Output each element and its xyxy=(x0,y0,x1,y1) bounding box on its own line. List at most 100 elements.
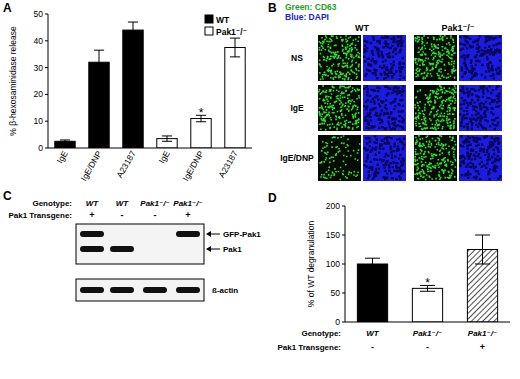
significance-mark: * xyxy=(199,106,204,120)
error-cap xyxy=(230,38,240,39)
cd63-signal xyxy=(414,35,456,79)
dapi-image xyxy=(363,135,406,181)
row-label: IgE/DNP xyxy=(280,153,314,163)
error-cap xyxy=(230,56,240,57)
blot-box xyxy=(76,279,204,301)
row-label: Pak1 Transgene: xyxy=(277,343,341,352)
error-cap xyxy=(420,291,435,292)
plot-marks xyxy=(357,235,497,322)
blot-band xyxy=(80,246,104,252)
blot-band xyxy=(176,231,200,237)
cd63-image xyxy=(414,35,457,81)
column-label: WT xyxy=(355,23,369,33)
error-cap xyxy=(196,121,206,122)
error-cap xyxy=(94,50,104,51)
cd63-signal xyxy=(414,85,456,130)
y-tick-label: 150 xyxy=(326,230,340,240)
plot-marks xyxy=(55,22,245,148)
x-tick-label: WT xyxy=(366,329,380,338)
error-cap xyxy=(365,258,380,259)
cd63-signal xyxy=(318,35,360,80)
dapi-nuclei xyxy=(459,35,501,80)
error-bar xyxy=(162,136,172,141)
dapi-image xyxy=(363,35,406,81)
error-bar xyxy=(94,50,104,74)
row-label: IgE xyxy=(290,103,304,113)
error-stem xyxy=(167,136,168,141)
lane-transgene: + xyxy=(185,210,190,220)
y-tick-label: 10 xyxy=(34,116,44,126)
y-axis xyxy=(48,14,49,148)
error-stem xyxy=(99,50,100,74)
bar xyxy=(225,48,245,149)
arrow-head xyxy=(206,246,211,252)
column-label: Pak1⁻/⁻ xyxy=(441,23,474,33)
cd63-image xyxy=(318,135,361,181)
cd63-signal xyxy=(414,135,456,180)
x-tick-label: A23187 xyxy=(114,149,137,180)
x-axis xyxy=(48,148,252,149)
legend-label: WT xyxy=(216,15,230,25)
legend-swatch xyxy=(205,27,213,35)
dapi-nuclei xyxy=(459,85,501,130)
x-tick-label: A23187 xyxy=(216,149,239,180)
row-label: Genotype: xyxy=(32,199,72,208)
lane-transgene: - xyxy=(154,210,157,220)
figure: A% β-hexosaminidase release01020304050*I… xyxy=(0,0,520,379)
transgene-label: - xyxy=(426,342,429,352)
bar xyxy=(123,30,143,148)
error-bar xyxy=(128,22,138,38)
y-tick-label: 100 xyxy=(326,259,340,269)
blot-band xyxy=(110,287,134,293)
y-tick-label: 20 xyxy=(34,89,44,99)
x-axis xyxy=(345,322,510,323)
error-cap xyxy=(60,139,70,140)
row-label: Genotype: xyxy=(301,329,341,338)
row-label: Pak1 Transgene: xyxy=(8,211,72,220)
panel-label: A xyxy=(3,1,12,15)
row-label: NS xyxy=(291,53,303,63)
bar xyxy=(191,119,211,148)
lane-transgene: + xyxy=(89,210,94,220)
blot-band xyxy=(143,231,167,237)
y-tick-label: 40 xyxy=(34,36,44,46)
significance-mark: * xyxy=(425,276,430,290)
blot-band xyxy=(176,287,200,293)
bar xyxy=(412,288,442,322)
legend-label: Pak1⁻/⁻ xyxy=(216,27,247,37)
lane-genotype: Pak1⁻/⁻ xyxy=(140,199,169,208)
bar xyxy=(357,264,387,322)
error-bar xyxy=(475,235,490,264)
x-tick-label: IgE/DNP xyxy=(79,149,104,183)
x-tick-label: Pak1⁻/⁻ xyxy=(413,329,442,338)
panel-label: C xyxy=(3,189,12,203)
error-cap xyxy=(162,135,172,136)
blot-box xyxy=(76,224,204,264)
y-axis-label: % of WT degranulation xyxy=(306,221,316,308)
panel-label: B xyxy=(268,1,277,15)
error-cap xyxy=(128,38,138,39)
dapi-image xyxy=(363,85,406,131)
cd63-signal xyxy=(319,135,360,180)
x-tick-label: IgE xyxy=(157,149,172,165)
bar xyxy=(89,62,109,148)
dapi-nuclei xyxy=(363,35,405,80)
dapi-nuclei xyxy=(363,135,405,180)
dapi-image xyxy=(459,35,502,81)
x-tick-label: IgE/DNP xyxy=(181,149,206,183)
error-cap xyxy=(475,235,490,236)
bar xyxy=(55,141,75,148)
error-cap xyxy=(162,141,172,142)
channel-label: Green: CD63 xyxy=(285,2,337,12)
error-stem xyxy=(482,235,483,264)
transgene-label: - xyxy=(371,342,374,352)
blot-band xyxy=(80,231,104,237)
cd63-image xyxy=(318,85,361,131)
lane-transgene: - xyxy=(121,210,124,220)
error-stem xyxy=(133,22,134,38)
cd63-image xyxy=(414,135,457,181)
x-tick-label: Pak1⁻/⁻ xyxy=(468,329,497,338)
dapi-image xyxy=(459,135,502,181)
error-cap xyxy=(60,142,70,143)
lane-genotype: WT xyxy=(116,199,130,208)
